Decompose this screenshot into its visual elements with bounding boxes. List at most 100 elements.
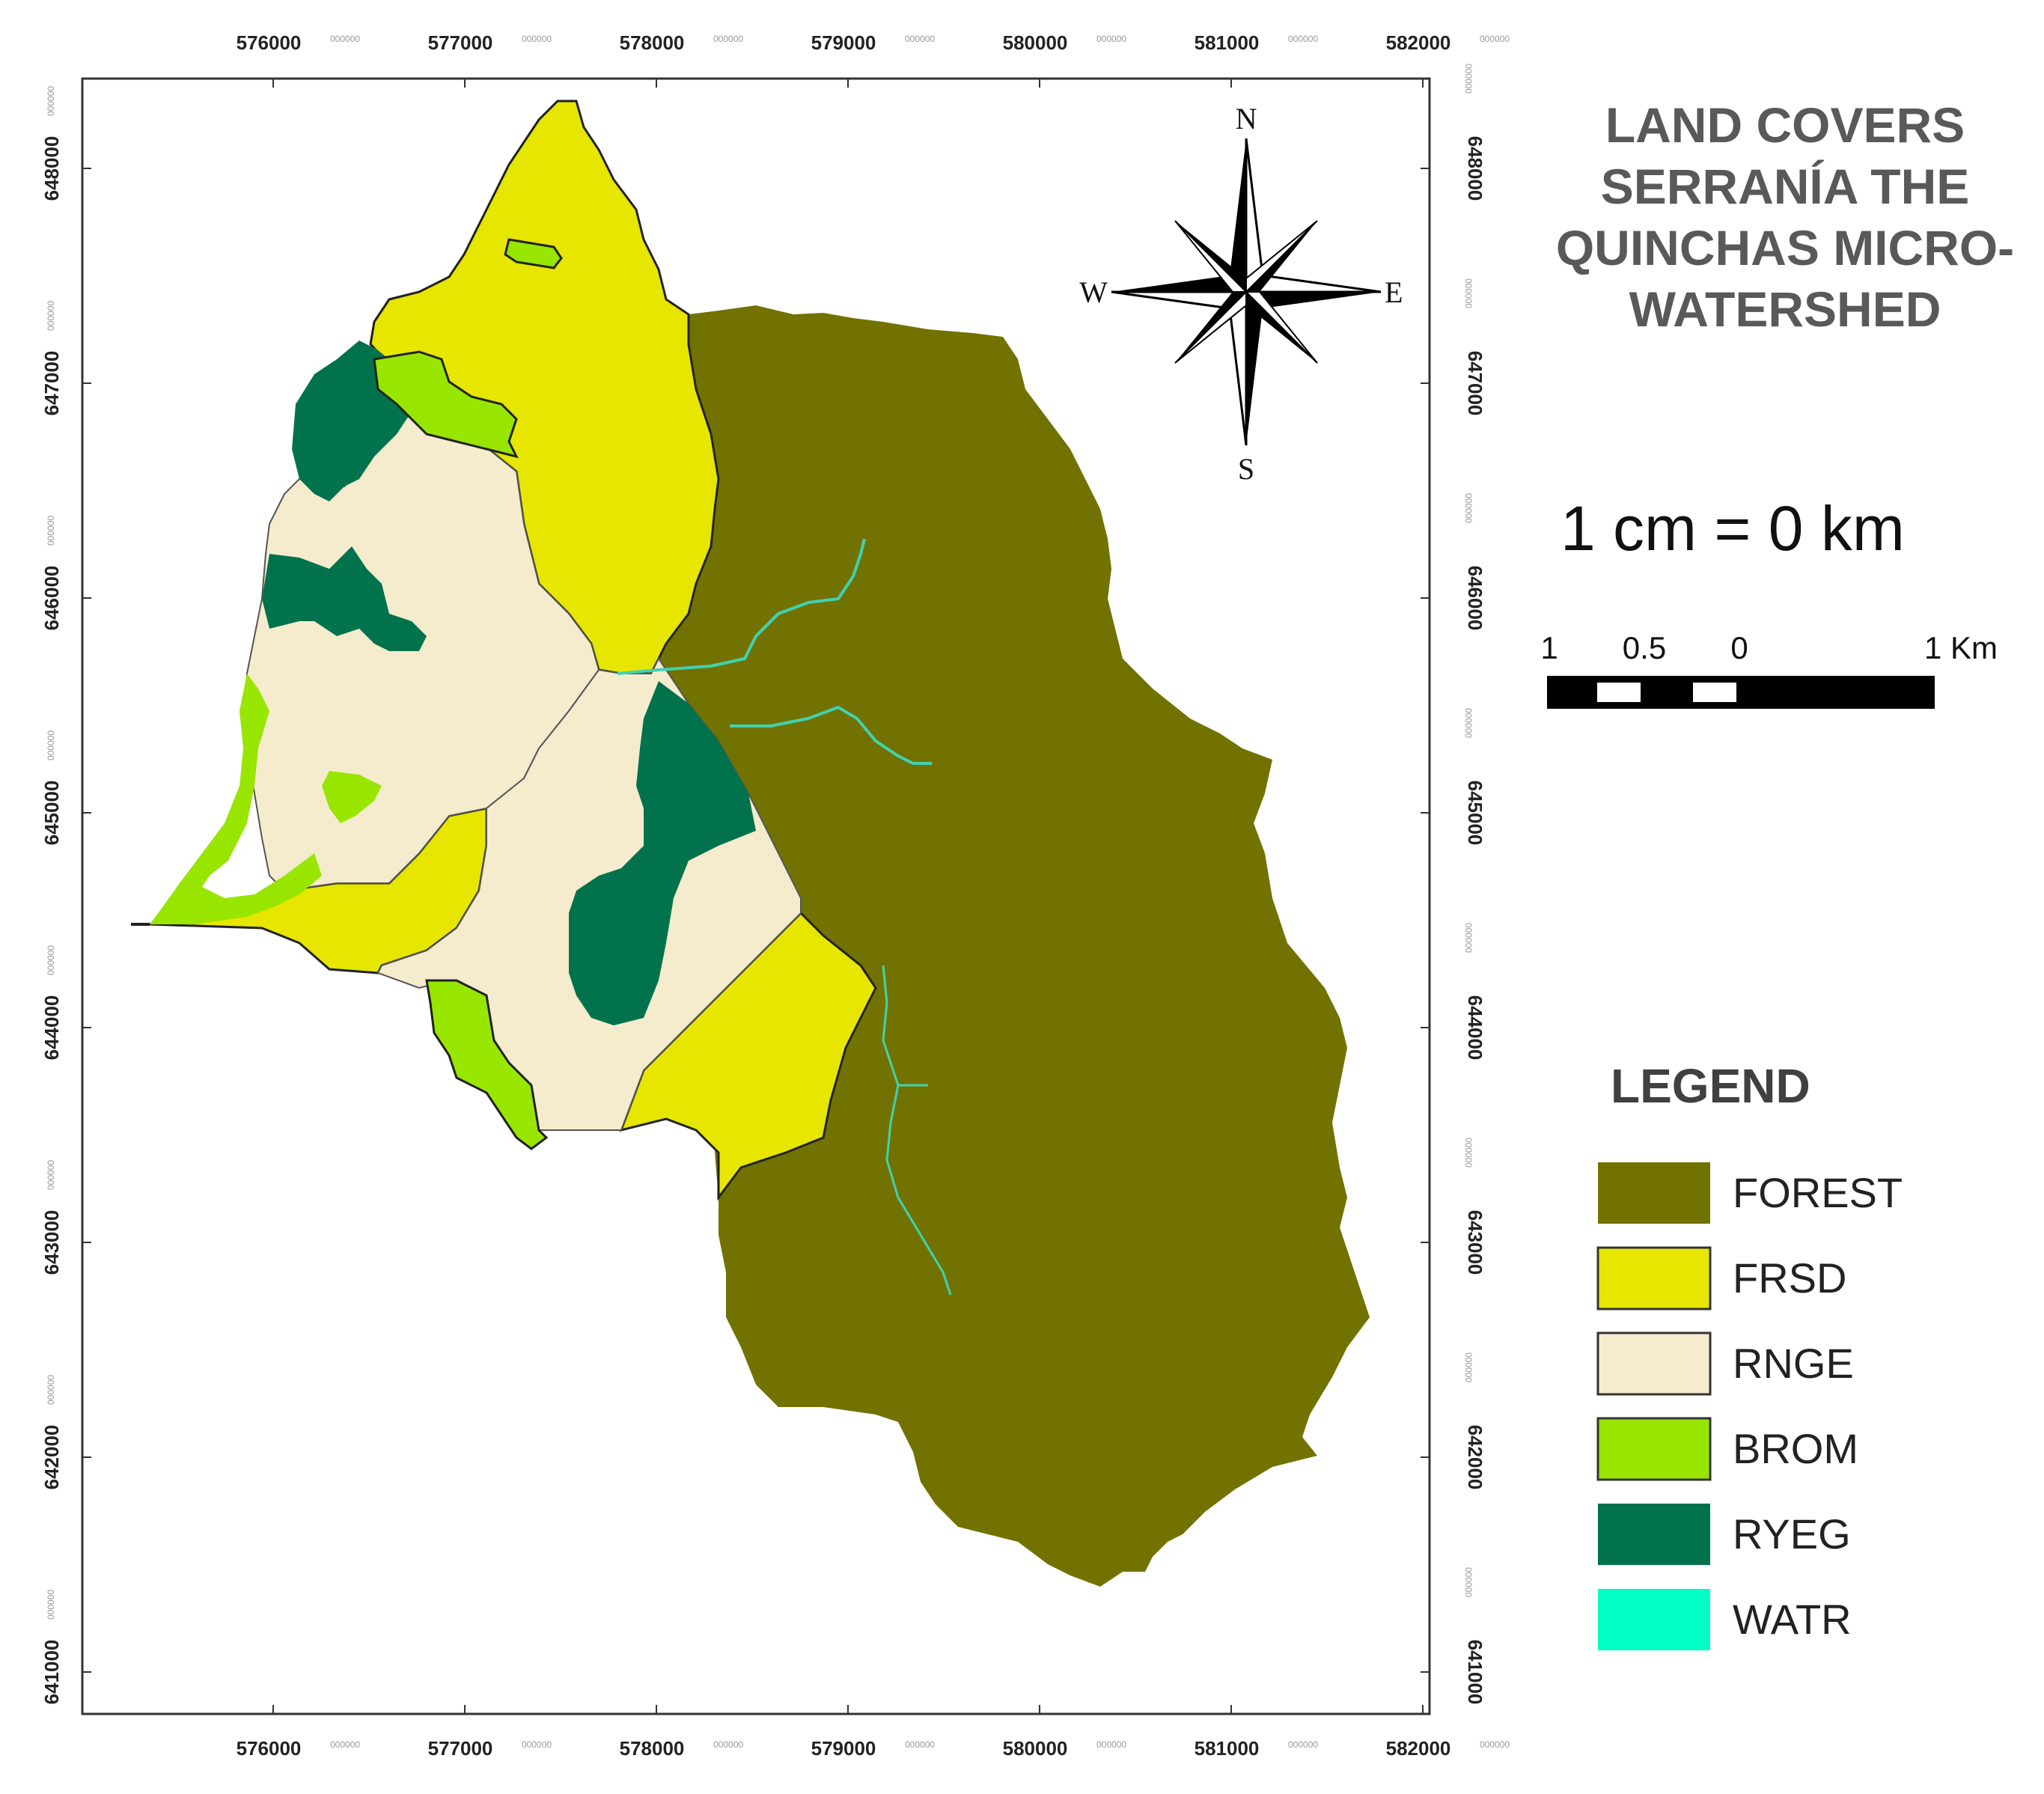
- compass-south: S: [1238, 452, 1254, 486]
- x-tick-label: 579000: [811, 1737, 876, 1760]
- y-tick-suffix: 000000: [46, 1375, 56, 1405]
- scalebar-label: 0.5: [1623, 630, 1666, 665]
- brom-polygon: [322, 771, 382, 823]
- scalebar-label: 1: [1540, 630, 1558, 665]
- x-tick-label: 582000: [1386, 31, 1451, 54]
- y-tick-label: 646000: [1464, 566, 1486, 631]
- x-tick-suffix: 000000: [905, 1739, 935, 1750]
- legend-label: FRSD: [1733, 1254, 1846, 1302]
- brom-polygon: [150, 674, 322, 924]
- legend-title: LEGEND: [1611, 1059, 1810, 1113]
- x-tick-suffix: 000000: [1096, 34, 1126, 44]
- y-tick-suffix: 000000: [46, 1160, 56, 1190]
- y-tick-label: 645000: [1464, 781, 1486, 846]
- y-tick-label: 642000: [1464, 1425, 1486, 1490]
- y-tick-label: 642000: [40, 1425, 63, 1490]
- brom-polygon: [425, 979, 549, 1150]
- title-line: LAND COVERS: [1605, 97, 1965, 153]
- y-tick-label: 647000: [1464, 351, 1486, 416]
- y-tick-label: 644000: [1464, 995, 1486, 1061]
- x-tick-label: 576000: [237, 1737, 302, 1760]
- scalebar-label: 0: [1730, 630, 1748, 665]
- ryeg-polygon: [262, 546, 427, 651]
- y-tick-suffix: 000000: [1463, 278, 1474, 308]
- title-line: QUINCHAS MICRO-: [1556, 220, 2014, 275]
- legend-swatch: [1596, 1246, 1712, 1311]
- legend-label: RNGE: [1733, 1340, 1854, 1387]
- legend-label: BROM: [1733, 1425, 1858, 1472]
- legend-swatch: [1598, 1162, 1710, 1224]
- north-arrow-icon: [1111, 138, 1382, 446]
- x-tick-label: 577000: [428, 1737, 493, 1760]
- x-tick-suffix: 000000: [522, 34, 552, 44]
- x-tick-label: 578000: [620, 1737, 685, 1760]
- legend-swatch: [1598, 1589, 1710, 1650]
- x-tick-label: 581000: [1195, 31, 1260, 54]
- y-tick-label: 643000: [1464, 1210, 1486, 1275]
- y-tick-label: 641000: [40, 1640, 63, 1705]
- y-tick-label: 648000: [1464, 136, 1486, 201]
- y-tick-suffix: 000000: [46, 301, 56, 331]
- watr-stream: [882, 965, 952, 1296]
- legend-label: FOREST: [1733, 1169, 1903, 1216]
- legend-label: RYEG: [1733, 1510, 1851, 1557]
- compass-west: W: [1079, 275, 1108, 309]
- y-tick-suffix: 000000: [1463, 708, 1474, 738]
- x-tick-suffix: 000000: [522, 1739, 552, 1750]
- x-tick-label: 577000: [428, 31, 493, 54]
- scalebar-label: 1 Km: [1924, 630, 1998, 665]
- y-tick-suffix: 000000: [1463, 64, 1474, 94]
- coordinate-grid: 576000 000000 576000 000000 577000 000000 5770…: [40, 31, 1510, 1760]
- forest-polygon: [621, 305, 1370, 1587]
- watr-stream: [617, 538, 866, 675]
- title-line: SERRANÍA THE: [1601, 159, 1970, 214]
- y-tick-label: 648000: [40, 136, 63, 201]
- x-tick-label: 580000: [1003, 1737, 1068, 1760]
- y-tick-label: 641000: [1464, 1640, 1486, 1705]
- legend: LEGEND FOREST FRSD RNGE BROM RYEG WATR: [1596, 1059, 1903, 1650]
- y-tick-label: 644000: [40, 995, 63, 1061]
- x-tick-suffix: 000000: [330, 34, 360, 44]
- x-tick-suffix: 000000: [1096, 1739, 1126, 1750]
- title-line: WATERSHED: [1629, 281, 1941, 337]
- y-tick-suffix: 000000: [46, 730, 56, 760]
- brom-polygon: [504, 238, 563, 269]
- x-tick-suffix: 000000: [905, 34, 935, 44]
- y-tick-suffix: 000000: [46, 945, 56, 975]
- ryeg-polygon: [569, 681, 756, 1025]
- compass-north: N: [1236, 102, 1257, 135]
- x-tick-label: 580000: [1003, 31, 1068, 54]
- y-tick-label: 646000: [40, 566, 63, 631]
- legend-label: WATR: [1733, 1596, 1852, 1643]
- legend-swatch: [1596, 1331, 1712, 1396]
- scalebar: 1 0.5 0 1 Km: [1540, 630, 1998, 709]
- x-tick-suffix: 000000: [1288, 34, 1318, 44]
- y-tick-label: 643000: [40, 1210, 63, 1275]
- x-tick-suffix: 000000: [1480, 1739, 1510, 1750]
- y-tick-suffix: 000000: [1463, 1352, 1474, 1382]
- x-tick-suffix: 000000: [713, 1739, 743, 1750]
- x-tick-label: 582000: [1386, 1737, 1451, 1760]
- y-tick-suffix: 000000: [46, 516, 56, 546]
- compass-rose: N S E W: [1079, 102, 1403, 486]
- x-tick-suffix: 000000: [713, 34, 743, 44]
- watr-stream: [730, 705, 932, 765]
- y-tick-suffix: 000000: [1463, 493, 1474, 523]
- x-tick-label: 576000: [237, 31, 302, 54]
- legend-swatch: [1596, 1417, 1712, 1481]
- x-tick-suffix: 000000: [330, 1739, 360, 1750]
- scale-ratio: 1 cm = 0 km: [1561, 493, 1905, 564]
- y-tick-suffix: 000000: [46, 86, 56, 116]
- land-cover-polygons: [131, 100, 1370, 1587]
- map-title: LAND COVERS SERRANÍA THE QUINCHAS MICRO-…: [1556, 97, 2014, 337]
- y-tick-suffix: 000000: [46, 1590, 56, 1620]
- brom-polygon: [373, 350, 519, 459]
- y-tick-label: 645000: [40, 781, 63, 846]
- legend-swatch: [1598, 1504, 1710, 1565]
- x-tick-label: 578000: [620, 31, 685, 54]
- x-tick-label: 581000: [1195, 1737, 1260, 1760]
- y-tick-suffix: 000000: [1463, 1567, 1474, 1597]
- y-tick-suffix: 000000: [1463, 1138, 1474, 1168]
- x-tick-label: 579000: [811, 31, 876, 54]
